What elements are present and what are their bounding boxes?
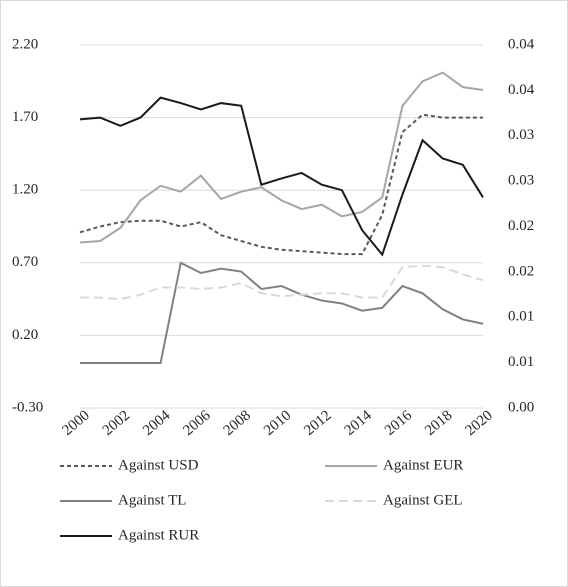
y-tick-label: -0.30 <box>12 399 43 415</box>
y2-tick-label: 0.04 <box>508 82 535 98</box>
y-tick-label: 0.20 <box>12 327 38 343</box>
y-tick-label: 0.70 <box>12 254 38 270</box>
y2-tick-label: 0.02 <box>508 218 534 234</box>
y2-tick-label: 0.03 <box>508 127 534 143</box>
y2-tick-label: 0.04 <box>508 36 535 52</box>
series-line <box>80 264 484 301</box>
y2-tick-label: 0.01 <box>508 354 534 370</box>
y2-tick-label: 0.03 <box>508 173 534 189</box>
y2-tick-label: 0.01 <box>508 309 534 325</box>
series-line <box>79 71 484 244</box>
legend-label: Against RUR <box>118 527 199 543</box>
series-line <box>79 113 483 256</box>
y-tick-label: 1.70 <box>12 109 38 125</box>
legend-label: Against TL <box>118 492 186 508</box>
y2-tick-label: 0.02 <box>508 263 534 279</box>
legend-label: Against USD <box>118 457 199 473</box>
series-line <box>79 96 484 257</box>
y-tick-label: 1.20 <box>12 182 38 198</box>
legend-label: Against GEL <box>383 492 463 508</box>
y2-tick-label: 0.00 <box>508 399 534 415</box>
legend-label: Against EUR <box>383 457 463 473</box>
y-tick-label: 2.20 <box>12 36 38 52</box>
series-line <box>80 261 484 364</box>
